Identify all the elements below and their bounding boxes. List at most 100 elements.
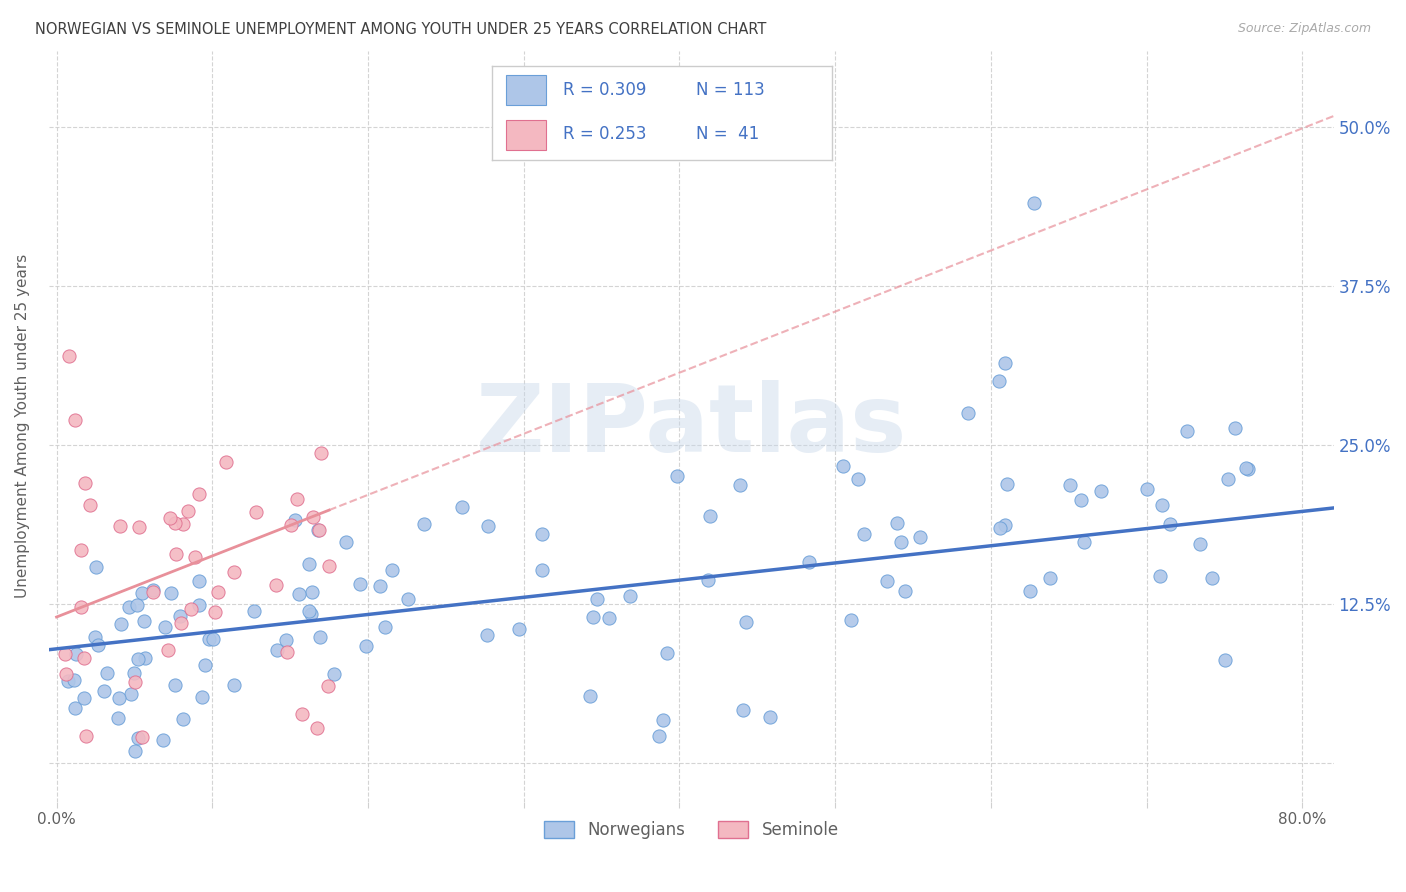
Point — [188, 487, 211, 501]
Point — [759, 709, 782, 723]
Point — [55, 666, 77, 681]
Point — [299, 607, 322, 622]
Point — [374, 620, 396, 634]
Point — [886, 516, 908, 531]
Point — [651, 713, 673, 727]
Point — [1059, 478, 1081, 492]
Point — [222, 678, 245, 692]
Point — [110, 617, 132, 632]
Point — [1236, 462, 1258, 476]
Point — [83, 630, 105, 644]
Point — [531, 563, 554, 577]
Point — [665, 469, 688, 483]
Point — [305, 721, 328, 735]
Point — [1019, 583, 1042, 598]
Point — [127, 651, 149, 665]
Point — [132, 614, 155, 628]
Point — [172, 711, 194, 725]
Point — [198, 632, 221, 646]
Point — [75, 729, 97, 743]
Point — [70, 543, 93, 558]
Point — [73, 691, 96, 706]
Point — [207, 585, 229, 599]
Point — [1150, 498, 1173, 512]
Point — [128, 520, 150, 534]
Point — [63, 673, 86, 688]
Point — [194, 657, 217, 672]
Point — [280, 517, 302, 532]
Point — [381, 564, 404, 578]
Point — [302, 509, 325, 524]
Point — [316, 679, 339, 693]
Point — [1159, 517, 1181, 532]
Point — [475, 628, 498, 642]
Point — [264, 578, 287, 592]
Point — [120, 687, 142, 701]
Point — [655, 646, 678, 660]
Point — [396, 591, 419, 606]
Text: NORWEGIAN VS SEMINOLE UNEMPLOYMENT AMONG YOUTH UNDER 25 YEARS CORRELATION CHART: NORWEGIAN VS SEMINOLE UNEMPLOYMENT AMONG… — [35, 22, 766, 37]
Point — [165, 547, 187, 561]
Point — [107, 711, 129, 725]
Point — [1039, 571, 1062, 585]
Point — [73, 476, 96, 491]
Point — [84, 560, 107, 574]
Text: ZIPatlas: ZIPatlas — [475, 380, 907, 472]
Point — [65, 413, 87, 427]
Point — [1175, 424, 1198, 438]
Point — [65, 647, 87, 661]
Point — [169, 609, 191, 624]
Point — [318, 559, 340, 574]
Point — [699, 509, 721, 524]
Point — [994, 517, 1017, 532]
Point — [1070, 493, 1092, 508]
Point — [733, 702, 755, 716]
Point — [735, 615, 758, 629]
Point — [908, 530, 931, 544]
Point — [349, 577, 371, 591]
Point — [1213, 653, 1236, 667]
Point — [1223, 421, 1246, 435]
Point — [215, 455, 238, 469]
Point — [108, 690, 131, 705]
Point — [1136, 482, 1159, 496]
Y-axis label: Unemployment Among Youth under 25 years: Unemployment Among Youth under 25 years — [15, 254, 30, 599]
Point — [163, 516, 186, 531]
Point — [187, 599, 209, 613]
Point — [995, 476, 1018, 491]
Point — [69, 600, 91, 615]
Point — [301, 585, 323, 599]
Point — [291, 707, 314, 722]
Point — [1149, 568, 1171, 582]
Point — [308, 523, 330, 537]
Point — [191, 690, 214, 705]
Point — [876, 574, 898, 588]
Point — [579, 690, 602, 704]
Point — [124, 744, 146, 758]
Point — [108, 518, 131, 533]
Point — [285, 492, 308, 507]
Point — [153, 620, 176, 634]
Point — [323, 666, 346, 681]
Point — [172, 516, 194, 531]
Point — [890, 534, 912, 549]
Point — [122, 665, 145, 680]
Point — [187, 574, 209, 589]
Point — [508, 623, 530, 637]
Point — [413, 517, 436, 532]
Point — [165, 678, 187, 692]
Point — [118, 599, 141, 614]
Point — [131, 585, 153, 599]
Point — [307, 523, 329, 537]
Legend: Norwegians, Seminole: Norwegians, Seminole — [537, 814, 845, 846]
Point — [160, 586, 183, 600]
Point — [177, 504, 200, 518]
Point — [728, 478, 751, 492]
Point — [368, 579, 391, 593]
Point — [72, 650, 94, 665]
Point — [451, 500, 474, 514]
Point — [1073, 535, 1095, 549]
Point — [298, 604, 321, 618]
Point — [846, 472, 869, 486]
Point — [309, 446, 332, 460]
